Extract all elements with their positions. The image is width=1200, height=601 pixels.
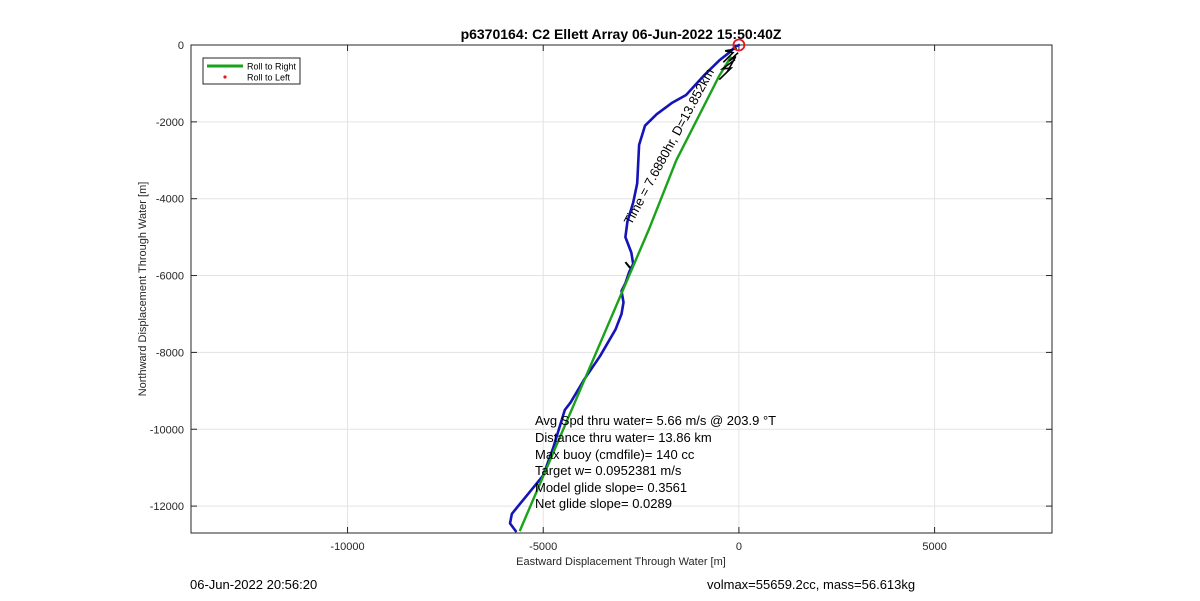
stats-line-target-w: Target w= 0.0952381 m/s [535, 463, 682, 478]
stats-line-distance: Distance thru water= 13.86 km [535, 430, 712, 445]
stats-line-max-buoy: Max buoy (cmdfile)= 140 cc [535, 447, 695, 462]
stats-line-net-glide-slope: Net glide slope= 0.0289 [535, 496, 672, 511]
chart-title: p6370164: C2 Ellett Array 06-Jun-2022 15… [461, 26, 782, 42]
plot-axes-box [190, 44, 1053, 534]
start-position-marker [732, 38, 746, 52]
stats-line-avg-speed: Avg Spd thru water= 5.66 m/s @ 203.9 °T [535, 413, 776, 428]
y-axis-label: Northward Displacement Through Water [m] [137, 182, 149, 397]
x-tick-label: -10000 [330, 541, 364, 553]
legend-label-roll-right: Roll to Right [247, 62, 297, 72]
x-tick-label: 0 [736, 541, 742, 553]
y-tick-label: -12000 [150, 501, 184, 513]
tick-labels: -10000 -5000 0 5000 0 -2000 -4000 -6000 -8000 -10… [150, 40, 947, 553]
series-layer [508, 38, 746, 533]
y-tick-label: -4000 [156, 194, 184, 206]
surfacing-track-detail [726, 52, 739, 73]
stats-line-model-glide-slope: Model glide slope= 0.3561 [535, 480, 687, 495]
x-tick-label: 5000 [922, 541, 946, 553]
surfacing-track-detail [718, 58, 736, 81]
surfacing-track-detail [722, 48, 738, 63]
x-axis-label: Eastward Displacement Through Water [m] [516, 556, 726, 568]
segment-time-distance-label: Time = 7.6880hr, D=13.852km [621, 66, 717, 227]
legend: Roll to Right Roll to Left [202, 57, 301, 85]
legend-label-roll-left: Roll to Left [247, 73, 291, 83]
stats-block: Avg Spd thru water= 5.66 m/s @ 203.9 °T … [535, 413, 776, 511]
footer-timestamp: 06-Jun-2022 20:56:20 [190, 577, 318, 592]
legend-swatch-roll-left [223, 75, 227, 79]
track-segment-marker [624, 261, 631, 269]
y-tick-label: -8000 [156, 347, 184, 359]
footer-volmax-mass: volmax=55659.2cc, mass=56.613kg [707, 577, 916, 592]
y-tick-label: -10000 [150, 424, 184, 436]
legend-box [202, 57, 301, 85]
y-tick-label: -6000 [156, 271, 184, 283]
x-tick-label: -5000 [529, 541, 557, 553]
y-tick-label: 0 [178, 40, 184, 52]
y-tick-label: -2000 [156, 117, 184, 129]
